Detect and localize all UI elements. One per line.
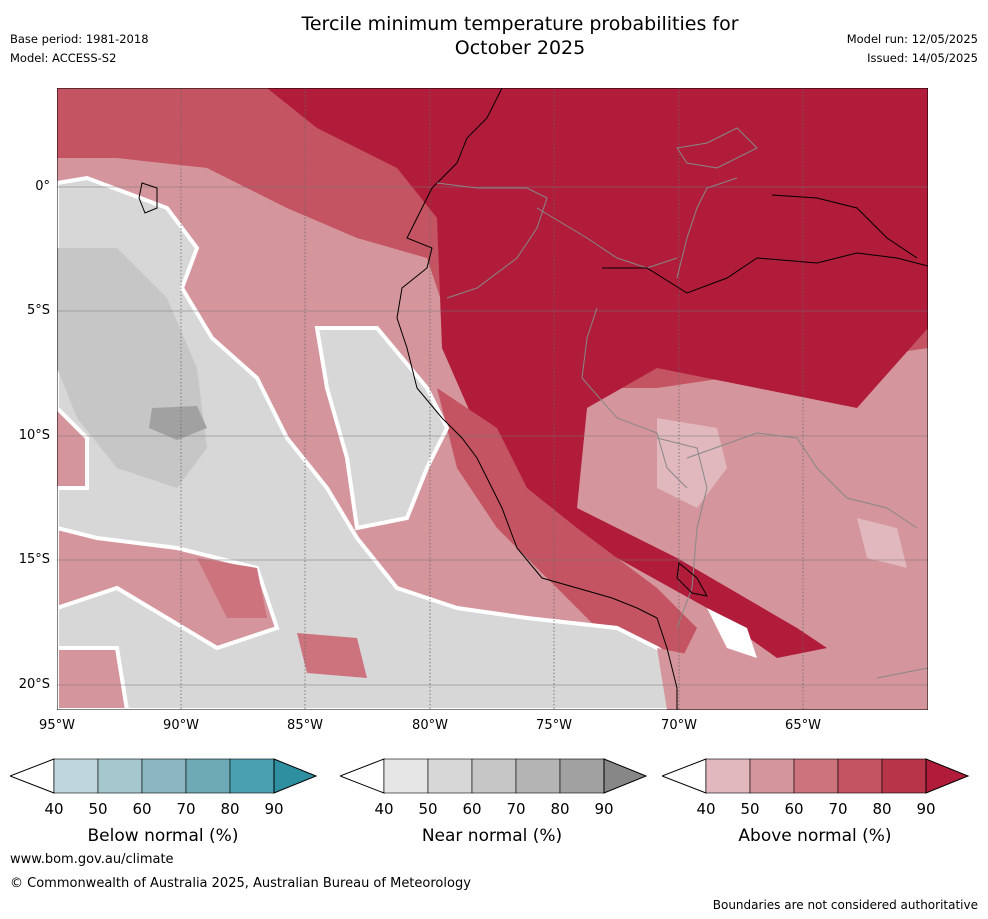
probability-map bbox=[57, 88, 928, 710]
amazon-river bbox=[602, 252, 928, 294]
model-text: Model: ACCESS-S2 bbox=[10, 51, 117, 65]
base-period-text: Base period: 1981-2018 bbox=[10, 32, 149, 46]
map-title: Tercile minimum temperature probabilitie… bbox=[0, 12, 988, 60]
below-tick-50: 50 bbox=[88, 800, 108, 818]
map-svg bbox=[57, 88, 928, 710]
near-tick-90: 90 bbox=[594, 800, 614, 818]
near-tick-60: 60 bbox=[462, 800, 482, 818]
below-tick-40: 40 bbox=[44, 800, 64, 818]
website-link[interactable]: www.bom.gov.au/climate bbox=[10, 852, 174, 867]
rio-negro bbox=[771, 194, 918, 259]
model-run-text: Model run: 12/05/2025 bbox=[846, 32, 978, 46]
disclaimer-text: Boundaries are not considered authoritat… bbox=[712, 898, 978, 912]
above-70-ocean-2 bbox=[297, 633, 367, 678]
near-tick-70: 70 bbox=[506, 800, 526, 818]
lat-tick-10s: 10°S bbox=[18, 428, 50, 443]
coastline bbox=[396, 88, 678, 710]
above-in-ocean bbox=[57, 525, 280, 651]
near-tick-50: 50 bbox=[418, 800, 438, 818]
lon-tick-80w: 80°W bbox=[412, 718, 448, 733]
near-80-patch bbox=[149, 406, 207, 440]
title-line-1: Tercile minimum temperature probabilitie… bbox=[301, 13, 739, 35]
title-line-2: October 2025 bbox=[454, 37, 586, 59]
above-sw-corner bbox=[57, 646, 130, 710]
below-tick-80: 80 bbox=[220, 800, 240, 818]
right-meta: Model run: 12/05/2025 Issued: 14/05/2025 bbox=[847, 30, 978, 68]
below-tick-70: 70 bbox=[176, 800, 196, 818]
country-borders bbox=[436, 127, 928, 679]
above-normal-label: Above normal (%) bbox=[738, 826, 892, 846]
lat-tick-15s: 15°S bbox=[18, 552, 50, 567]
lon-tick-75w: 75°W bbox=[536, 718, 572, 733]
below-tick-90: 90 bbox=[264, 800, 284, 818]
lon-tick-85w: 85°W bbox=[287, 718, 323, 733]
lat-tick-5s: 5°S bbox=[26, 303, 50, 318]
above-40-bolivia bbox=[657, 418, 727, 508]
lat-tick-20s: 20°S bbox=[18, 677, 50, 692]
lat-tick-0: 0° bbox=[35, 179, 50, 194]
above-40-east bbox=[857, 518, 907, 568]
above-tick-70: 70 bbox=[828, 800, 848, 818]
lon-tick-65w: 65°W bbox=[785, 718, 821, 733]
near-normal-label: Near normal (%) bbox=[421, 826, 563, 846]
left-meta: Base period: 1981-2018 Model: ACCESS-S2 bbox=[10, 30, 149, 68]
below-normal-label: Below normal (%) bbox=[87, 826, 239, 846]
above-90-region bbox=[267, 88, 928, 658]
below-normal-colorbar bbox=[10, 758, 318, 794]
near-normal-colorbar bbox=[340, 758, 648, 794]
coastal-above-region bbox=[437, 388, 697, 668]
meridian-lines bbox=[180, 88, 804, 710]
above-tick-90: 90 bbox=[916, 800, 936, 818]
below-tick-60: 60 bbox=[132, 800, 152, 818]
above-normal-colorbar bbox=[662, 758, 970, 794]
above-tick-80: 80 bbox=[872, 800, 892, 818]
lon-tick-95w: 95°W bbox=[39, 718, 75, 733]
above-tick-60: 60 bbox=[784, 800, 804, 818]
galapagos-islands bbox=[138, 182, 158, 214]
near-tick-40: 40 bbox=[374, 800, 394, 818]
near-tick-80: 80 bbox=[550, 800, 570, 818]
above-70-ocean bbox=[197, 558, 267, 618]
copyright-text: © Commonwealth of Australia 2025, Austra… bbox=[10, 876, 471, 891]
lon-tick-70w: 70°W bbox=[661, 718, 697, 733]
above-tick-40: 40 bbox=[696, 800, 716, 818]
lake-titicaca bbox=[676, 562, 708, 597]
above-tick-50: 50 bbox=[740, 800, 760, 818]
white-patch bbox=[707, 608, 757, 658]
lon-tick-90w: 90°W bbox=[163, 718, 199, 733]
issued-text: Issued: 14/05/2025 bbox=[867, 51, 978, 65]
